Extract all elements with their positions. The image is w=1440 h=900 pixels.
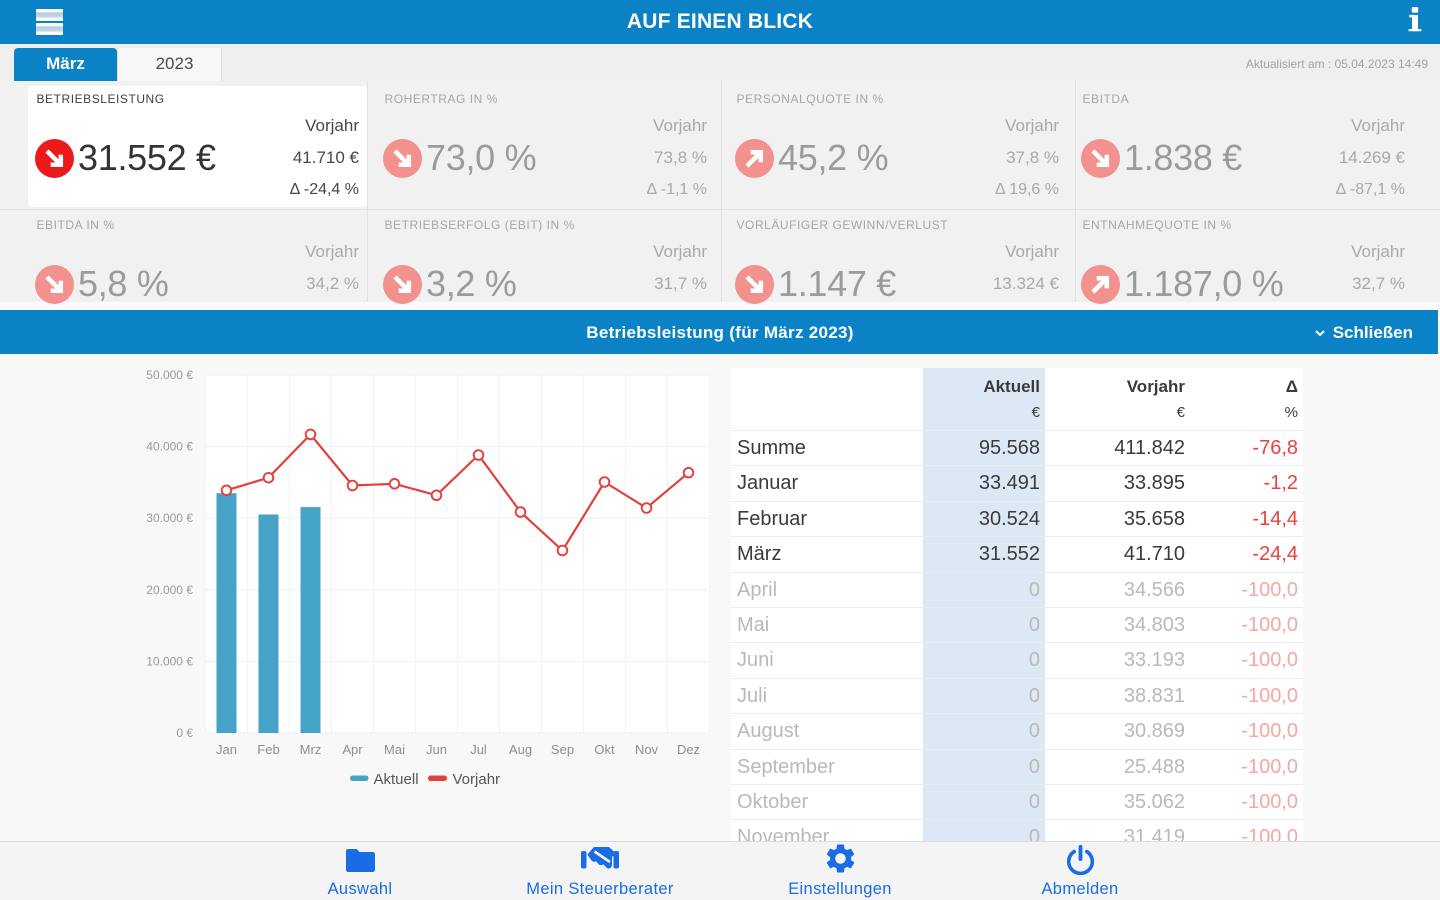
svg-text:Jul: Jul: [470, 742, 487, 757]
svg-text:0 €: 0 €: [176, 726, 193, 740]
svg-text:Mrz: Mrz: [300, 742, 322, 757]
svg-text:Feb: Feb: [257, 742, 279, 757]
svg-text:20.000 €: 20.000 €: [146, 583, 193, 597]
svg-text:Aktuell: Aktuell: [374, 771, 419, 788]
svg-text:10.000 €: 10.000 €: [146, 654, 193, 668]
svg-text:30.000 €: 30.000 €: [146, 511, 193, 525]
svg-text:Nov: Nov: [635, 742, 659, 757]
svg-text:Vorjahr: Vorjahr: [453, 771, 501, 788]
svg-text:Jan: Jan: [216, 742, 237, 757]
svg-text:Okt: Okt: [594, 742, 615, 757]
svg-text:Mai: Mai: [384, 742, 405, 757]
svg-text:Sep: Sep: [551, 742, 574, 757]
svg-text:Apr: Apr: [342, 742, 363, 757]
svg-text:50.000 €: 50.000 €: [146, 368, 193, 382]
svg-text:Aug: Aug: [509, 742, 532, 757]
svg-text:Jun: Jun: [426, 742, 447, 757]
svg-text:40.000 €: 40.000 €: [146, 440, 193, 454]
svg-text:Dez: Dez: [677, 742, 700, 757]
